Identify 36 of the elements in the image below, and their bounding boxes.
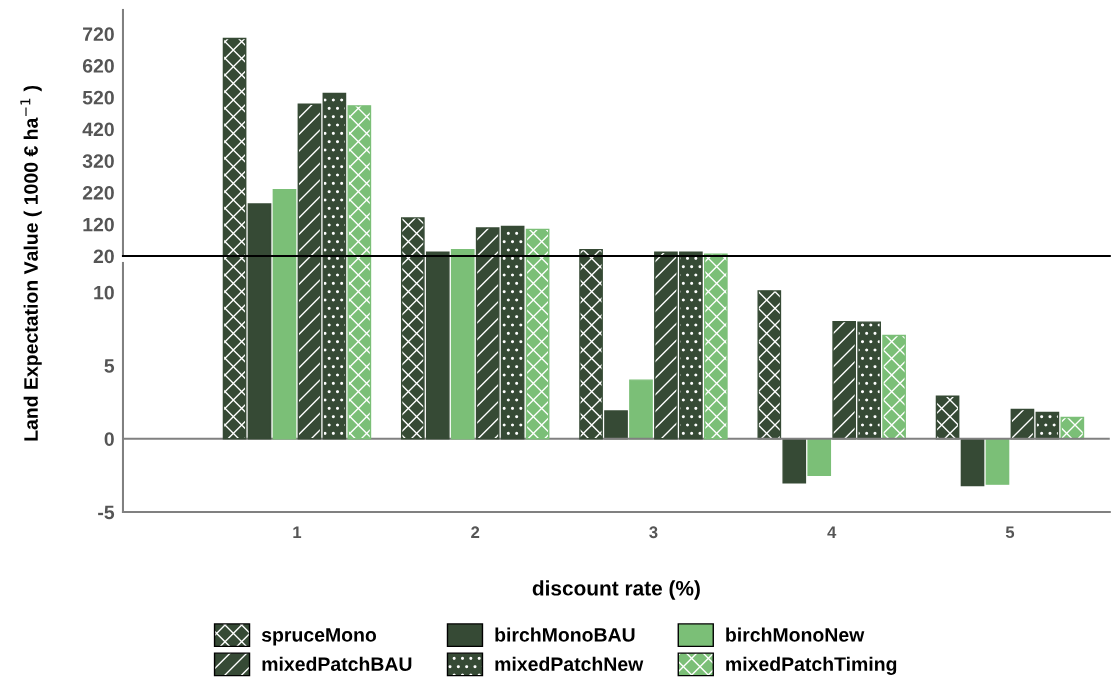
y-tick-label: 720 xyxy=(83,27,114,42)
y-tick-label: 220 xyxy=(82,185,114,200)
legend-label: birchMonoBAU xyxy=(495,627,635,642)
x-axis-title: discount rate (%) xyxy=(532,580,700,600)
y-tick-label: 20 xyxy=(93,249,114,264)
bar xyxy=(629,379,653,440)
y-tick-label: 120 xyxy=(83,217,114,232)
bar xyxy=(985,438,1010,485)
x-tick-label: 1 xyxy=(293,526,302,538)
bar xyxy=(757,290,782,440)
legend-label: mixedPatchTiming xyxy=(726,656,897,675)
bar xyxy=(882,334,906,440)
y-tick-label: -5 xyxy=(98,505,115,520)
y-tick-label: 420 xyxy=(82,122,114,137)
legend-label: birchMonoNew xyxy=(726,627,865,642)
legend-label: spruceMono xyxy=(261,628,377,646)
y-axis-title: Land Expectation Value ( 1000 € ha$^{−1}$ ) xyxy=(20,85,42,441)
bar xyxy=(935,395,960,440)
legend-label: mixedPatchBAU xyxy=(262,656,412,672)
y-tick-label: 320 xyxy=(82,154,114,169)
bar xyxy=(1035,411,1060,440)
bar xyxy=(782,438,807,484)
bar xyxy=(1060,416,1085,440)
legend-label: mixedPatchNew xyxy=(495,656,644,672)
y-tick-label: 520 xyxy=(82,90,114,105)
bar xyxy=(960,438,985,487)
bar xyxy=(1010,408,1035,440)
y-tick-label: 0 xyxy=(104,432,114,446)
bar xyxy=(807,438,832,477)
x-tick-label: 3 xyxy=(649,526,658,539)
y-tick-label: 10 xyxy=(94,285,114,300)
x-tick-label: 5 xyxy=(1005,526,1015,539)
y-tick-label: 5 xyxy=(104,359,115,373)
y-tick-label: 620 xyxy=(82,59,114,73)
x-tick-label: 2 xyxy=(471,526,480,538)
x-tick-label: 4 xyxy=(827,526,837,538)
